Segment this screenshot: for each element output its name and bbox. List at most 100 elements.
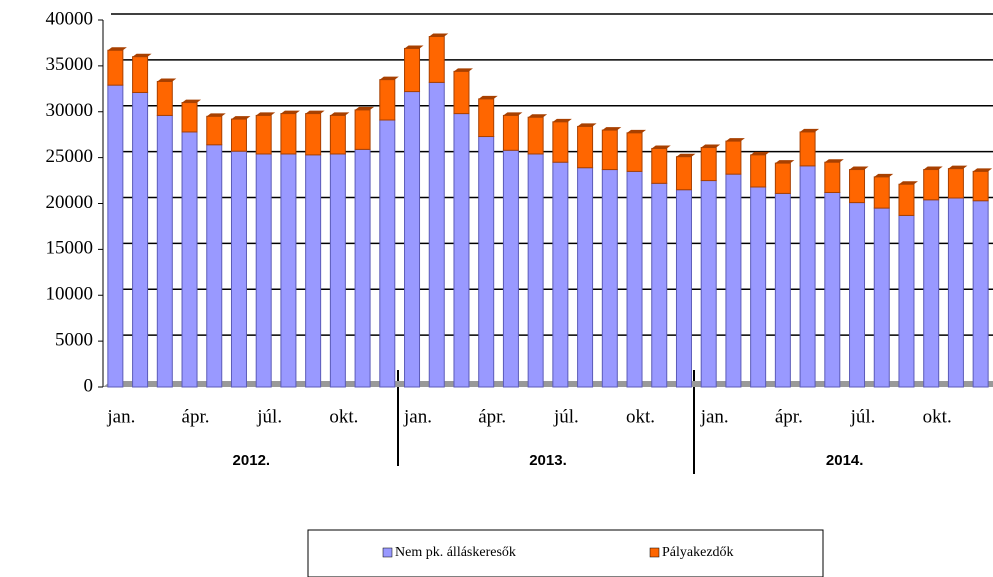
bar-segment — [156, 80, 173, 116]
bar-segment — [601, 169, 618, 388]
x-tick-label: okt. — [923, 406, 952, 427]
bar-segment — [181, 131, 198, 388]
bar-top — [256, 112, 276, 116]
bar-segment — [280, 153, 297, 388]
bar-segment — [923, 199, 940, 388]
x-tick-label: ápr. — [182, 406, 210, 427]
bar-segment — [404, 91, 421, 388]
bar-segment — [774, 162, 791, 194]
bar-segment — [502, 114, 519, 151]
bar-top — [898, 181, 918, 185]
x-tick-label: jan. — [106, 406, 135, 427]
bar-segment — [552, 121, 569, 163]
bar-segment — [305, 154, 322, 388]
bar-segment — [428, 81, 445, 388]
legend-label: Pályakezdők — [662, 545, 734, 560]
bar-top — [379, 76, 399, 80]
bar-top — [923, 166, 943, 170]
bar-top — [676, 153, 696, 157]
bar-top — [132, 53, 152, 57]
bar-top — [627, 129, 647, 133]
bar-top — [800, 128, 820, 132]
bar-segment — [849, 202, 866, 388]
x-tick-label: okt. — [329, 406, 358, 427]
legend-swatch — [382, 547, 393, 558]
bar-top — [206, 113, 226, 117]
bar-segment — [873, 207, 890, 388]
bar-segment — [527, 153, 544, 388]
bar-segment — [947, 197, 964, 388]
bar-top — [874, 173, 894, 177]
y-tick-label: 25000 — [46, 146, 94, 167]
bar-segment — [626, 170, 643, 388]
bar-top — [849, 166, 869, 170]
bar-segment — [379, 79, 396, 121]
bar-top — [602, 127, 622, 131]
bar-segment — [799, 165, 816, 388]
year-label: 2013. — [529, 452, 567, 469]
bar-segment — [230, 118, 247, 152]
bar-segment — [700, 180, 717, 388]
x-tick-label: jan. — [700, 406, 729, 427]
bar-top — [404, 45, 424, 49]
bar-top — [577, 123, 597, 127]
x-tick-label: júl. — [256, 406, 282, 427]
bar-segment — [181, 102, 198, 133]
bar-top — [453, 68, 473, 72]
bar-segment — [799, 131, 816, 167]
x-tick-label: jan. — [403, 406, 432, 427]
bar-segment — [453, 70, 470, 115]
bar-top — [528, 114, 548, 118]
bar-segment — [453, 113, 470, 388]
y-tick-label: 0 — [84, 375, 94, 396]
bar-segment — [354, 109, 371, 150]
bar-segment — [230, 150, 247, 388]
bar-segment — [947, 168, 964, 199]
bar-segment — [156, 114, 173, 388]
bar-top — [552, 118, 572, 122]
bar-segment — [675, 189, 692, 388]
bar-segment — [923, 169, 940, 201]
bar-segment — [725, 173, 742, 388]
bar-segment — [329, 153, 346, 388]
floor — [103, 381, 993, 387]
bar-top — [503, 112, 523, 116]
bar-segment — [824, 161, 841, 193]
bar-top — [355, 106, 375, 110]
legend-label: Nem pk. álláskeresők — [395, 545, 516, 560]
legend-box — [307, 529, 824, 577]
bar-segment — [478, 98, 495, 138]
bar-top — [775, 160, 795, 164]
legend-swatch — [649, 547, 660, 558]
bar-segment — [379, 119, 396, 388]
y-tick-label: 40000 — [46, 8, 94, 29]
bar-top — [750, 151, 770, 155]
y-tick-label: 35000 — [46, 54, 94, 75]
bar-segment — [354, 148, 371, 388]
bar-segment — [552, 161, 569, 388]
bar-segment — [577, 125, 594, 169]
bar-top — [157, 78, 177, 82]
bar-segment — [132, 91, 149, 388]
bar-segment — [305, 113, 322, 156]
x-tick-label: ápr. — [775, 406, 803, 427]
bar-top — [824, 159, 844, 163]
bar-top — [182, 99, 202, 103]
bar-segment — [132, 56, 149, 93]
bar-segment — [725, 140, 742, 175]
bar-segment — [206, 115, 223, 146]
bar-segment — [675, 156, 692, 191]
bar-top — [973, 168, 993, 172]
bar-segment — [107, 84, 124, 388]
bar-segment — [700, 147, 717, 182]
bar-segment — [255, 153, 272, 388]
bar-segment — [404, 47, 421, 93]
bar-segment — [873, 176, 890, 209]
x-tick-label: júl. — [850, 406, 876, 427]
bar-segment — [774, 192, 791, 388]
bar-top — [429, 33, 449, 37]
bar-top — [701, 144, 721, 148]
x-tick-label: okt. — [626, 406, 655, 427]
bar-top — [231, 116, 251, 120]
